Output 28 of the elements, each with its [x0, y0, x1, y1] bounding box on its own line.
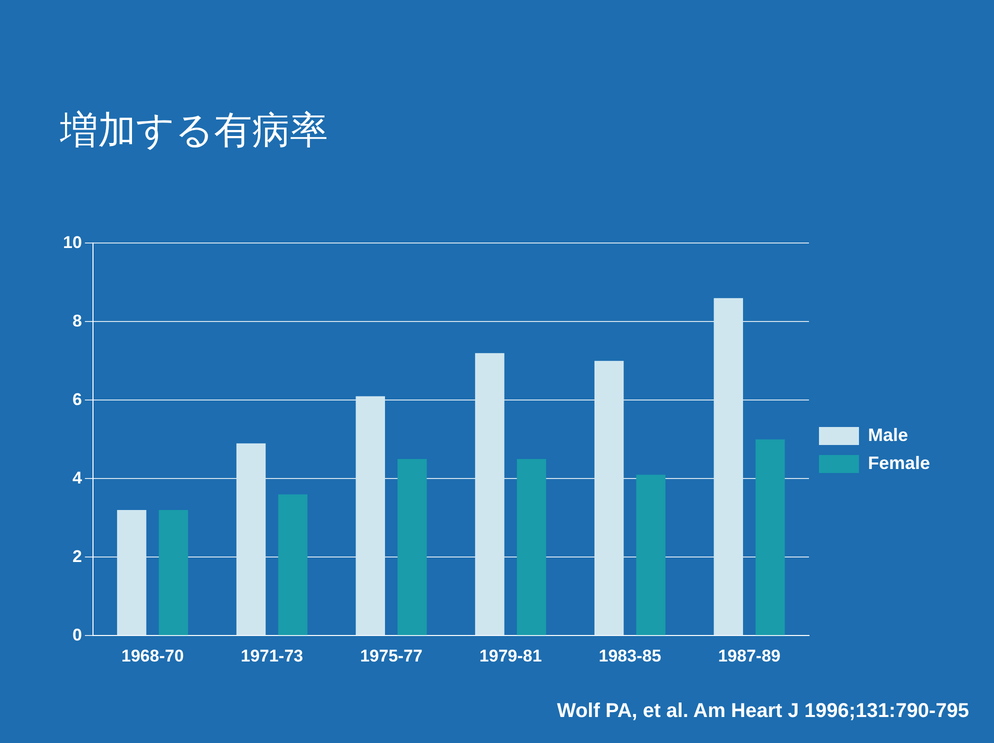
y-tick-label: 8 — [72, 311, 82, 330]
legend-label: Female — [868, 452, 930, 473]
y-tick-label: 6 — [72, 390, 82, 409]
y-tick-label: 10 — [62, 232, 82, 252]
bar — [594, 360, 624, 636]
y-tick-label: 2 — [72, 546, 82, 566]
bar — [117, 510, 146, 636]
legend-label: Male — [868, 424, 908, 445]
bar — [516, 459, 546, 636]
text: Wolf PA, et al. Am Heart J 1996;131:790-795 — [556, 700, 969, 723]
bar — [398, 459, 427, 636]
x-tick-label: 1979-81 — [479, 646, 542, 666]
x-tick-label: 1983-85 — [598, 646, 662, 666]
bar — [356, 396, 385, 636]
x-tick-label: 1971-73 — [240, 646, 304, 666]
bar — [756, 439, 785, 636]
bar — [475, 353, 504, 636]
y-tick-label: 0 — [72, 625, 82, 644]
bar — [158, 510, 188, 636]
chart-title: 増加する有病率 — [60, 107, 328, 154]
x-tick-label: 1975-77 — [360, 646, 422, 666]
bar — [636, 474, 666, 636]
bar — [714, 298, 744, 636]
bar — [236, 443, 266, 636]
x-tick-label: 1968-70 — [121, 646, 184, 666]
y-tick-label: 4 — [72, 468, 82, 488]
x-tick-label: 1987-89 — [718, 646, 780, 666]
bar — [278, 494, 308, 636]
